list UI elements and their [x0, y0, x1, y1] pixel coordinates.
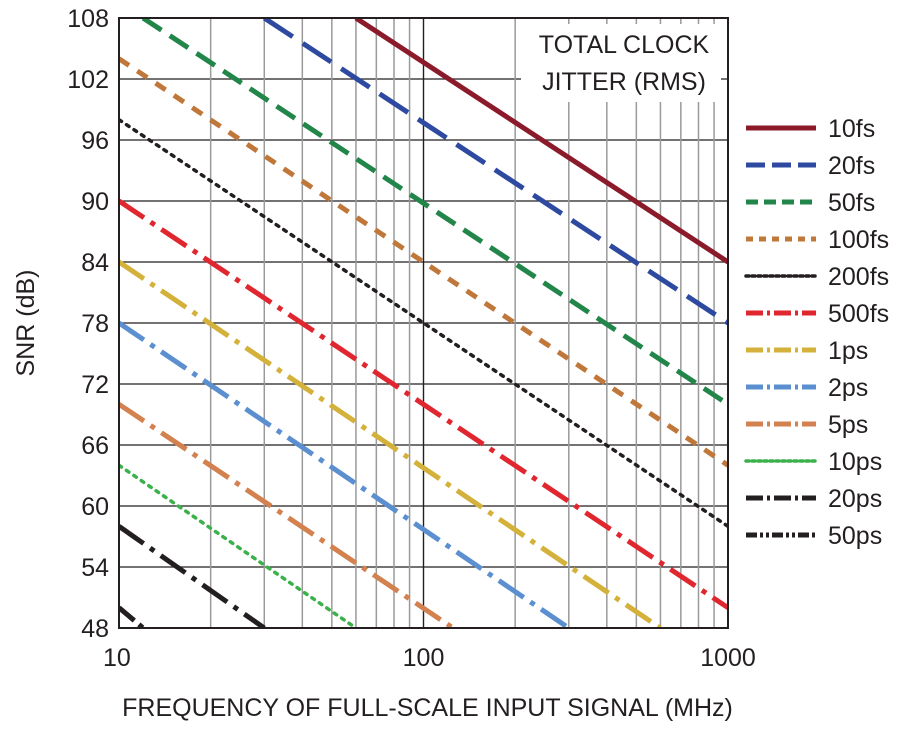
legend-label-500fs: 500fs	[828, 300, 889, 328]
y-tick-label: 90	[81, 188, 109, 216]
y-tick-label: 108	[67, 5, 109, 33]
series-line-500fs	[119, 198, 728, 610]
legend-label-5ps: 5ps	[828, 411, 868, 439]
y-tick-label: 78	[81, 310, 109, 338]
annotation-line-2: JITTER (RMS)	[542, 68, 706, 96]
legend-label-50ps: 50ps	[828, 522, 882, 550]
series-line-20fs	[262, 18, 728, 326]
y-tick-label: 48	[81, 615, 109, 643]
y-tick-label: 66	[81, 432, 109, 460]
legend-label-100fs: 100fs	[828, 226, 889, 254]
legend-label-200fs: 200fs	[828, 263, 889, 291]
series-lines	[119, 18, 728, 628]
legend-label-1ps: 1ps	[828, 337, 868, 365]
y-tick-label: 72	[81, 371, 109, 399]
x-axis-label: FREQUENCY OF FULL-SCALE INPUT SIGNAL (MH…	[122, 694, 733, 722]
series-line-10ps	[119, 463, 358, 628]
x-tick-labels: 10 100 1000	[103, 644, 756, 672]
series-line-5ps	[119, 402, 455, 628]
legend-label-20ps: 20ps	[828, 485, 882, 513]
y-tick-labels: 48 54 60 66 72 78 84 90 96 102 108	[67, 5, 109, 643]
x-tick-label: 100	[403, 644, 445, 672]
y-axis-label: SNR (dB)	[12, 270, 40, 377]
x-tick-label: 1000	[700, 644, 756, 672]
legend-label-2ps: 2ps	[828, 374, 868, 402]
legend: 10fs 20fs 50fs 100fs 200fs 500fs 1ps 2ps 5ps 10ps…	[744, 115, 889, 550]
series-line-2ps	[119, 320, 571, 628]
annotation-line-1: TOTAL CLOCK	[539, 31, 710, 59]
y-tick-label: 96	[81, 127, 109, 155]
legend-label-10fs: 10fs	[828, 115, 875, 143]
y-tick-label: 102	[67, 66, 109, 94]
legend-label-50fs: 50fs	[828, 189, 875, 217]
annotation-background	[521, 24, 721, 102]
y-tick-label: 60	[81, 493, 109, 521]
series-line-50ps	[119, 605, 145, 628]
series-line-50fs	[141, 18, 728, 407]
x-tick-label: 10	[103, 644, 131, 672]
legend-label-10ps: 10ps	[828, 448, 882, 476]
series-line-10fs	[354, 18, 728, 265]
legend-label-20fs: 20fs	[828, 152, 875, 180]
series-line-20ps	[119, 524, 266, 628]
y-tick-label: 84	[81, 249, 109, 277]
plot-border	[118, 17, 729, 629]
y-tick-label: 54	[81, 554, 109, 582]
series-line-1ps	[119, 259, 662, 628]
